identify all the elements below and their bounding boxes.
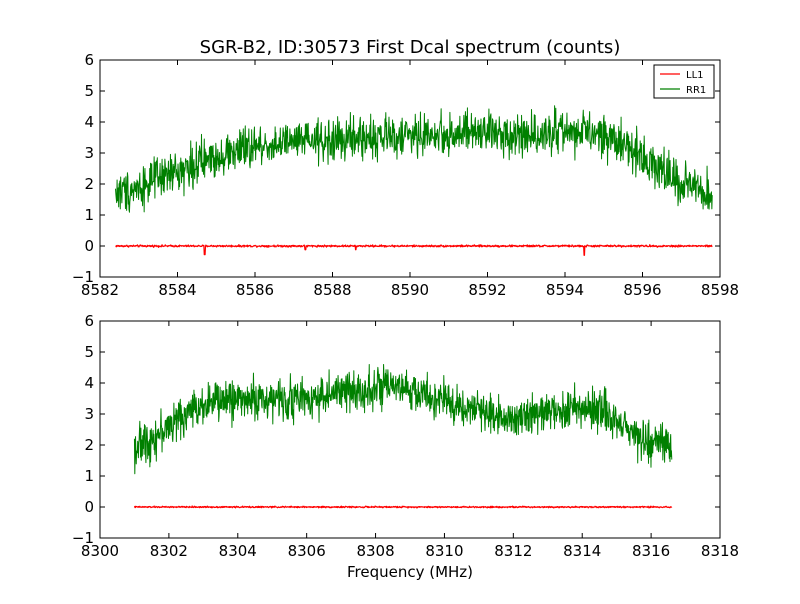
x-axis-label: Frequency (MHz) [347,563,473,581]
x-tick-label: 8318 [701,542,739,560]
x-tick-label: 8590 [391,281,429,299]
x-tick-label: 8310 [425,542,463,560]
y-tick-label: 1 [84,206,94,224]
series-line-rr1 [133,363,673,475]
y-tick-label: 1 [84,467,94,485]
x-tick-label: 8308 [356,542,394,560]
x-tick-label: 8302 [150,542,188,560]
chart-panel-2: 8300 8302 8304 8306 8308 8310 8312 8314 8316 8318… [72,312,739,560]
x-tick-label: 8594 [546,281,584,299]
y-tick-label: 0 [84,237,94,255]
y-tick-label: 3 [84,405,94,423]
chart-panel-1: 8582 8584 8586 8588 8590 8592 8594 8596 8598 −1 0 1… [72,51,739,299]
y-tick-label: 2 [84,175,94,193]
y-tick-label: 6 [84,312,94,330]
y-tick-label: 3 [84,144,94,162]
y-tick-label: 4 [84,113,94,131]
x-tick-label: 8596 [623,281,661,299]
series-group [115,105,713,256]
series-line-rr1 [115,105,713,213]
y-tick-label: 0 [84,498,94,516]
x-tick-label: 8312 [494,542,532,560]
x-tick-label: 8316 [632,542,670,560]
x-tick-label: 8300 [81,542,119,560]
x-tick-label: 8588 [313,281,351,299]
y-tick-label: 5 [84,343,94,361]
legend-box [653,64,715,99]
x-tick-label: 8598 [701,281,739,299]
plot-frame [99,320,721,539]
series-line-ll1 [115,243,713,256]
series-group [133,363,673,509]
y-tick-label: 6 [84,51,94,69]
y-tick-label: −1 [72,268,94,286]
series-line-ll1 [133,505,673,509]
y-tick-label: −1 [72,529,94,547]
x-tick-label: 8592 [468,281,506,299]
x-tick-label: 8582 [81,281,119,299]
y-tick-label: 5 [84,82,94,100]
x-tick-label: 8304 [219,542,257,560]
legend-label-rr1: RR1 [686,85,706,96]
y-tick-label: 4 [84,374,94,392]
x-tick-label: 8306 [288,542,326,560]
chart-title: SGR-B2, ID:30573 First Dcal spectrum (co… [200,37,621,58]
y-tick-label: 2 [84,436,94,454]
x-tick-label: 8584 [158,281,196,299]
x-tick-label: 8314 [563,542,601,560]
legend-label-ll1: LL1 [686,70,704,81]
x-tick-label: 8586 [236,281,274,299]
